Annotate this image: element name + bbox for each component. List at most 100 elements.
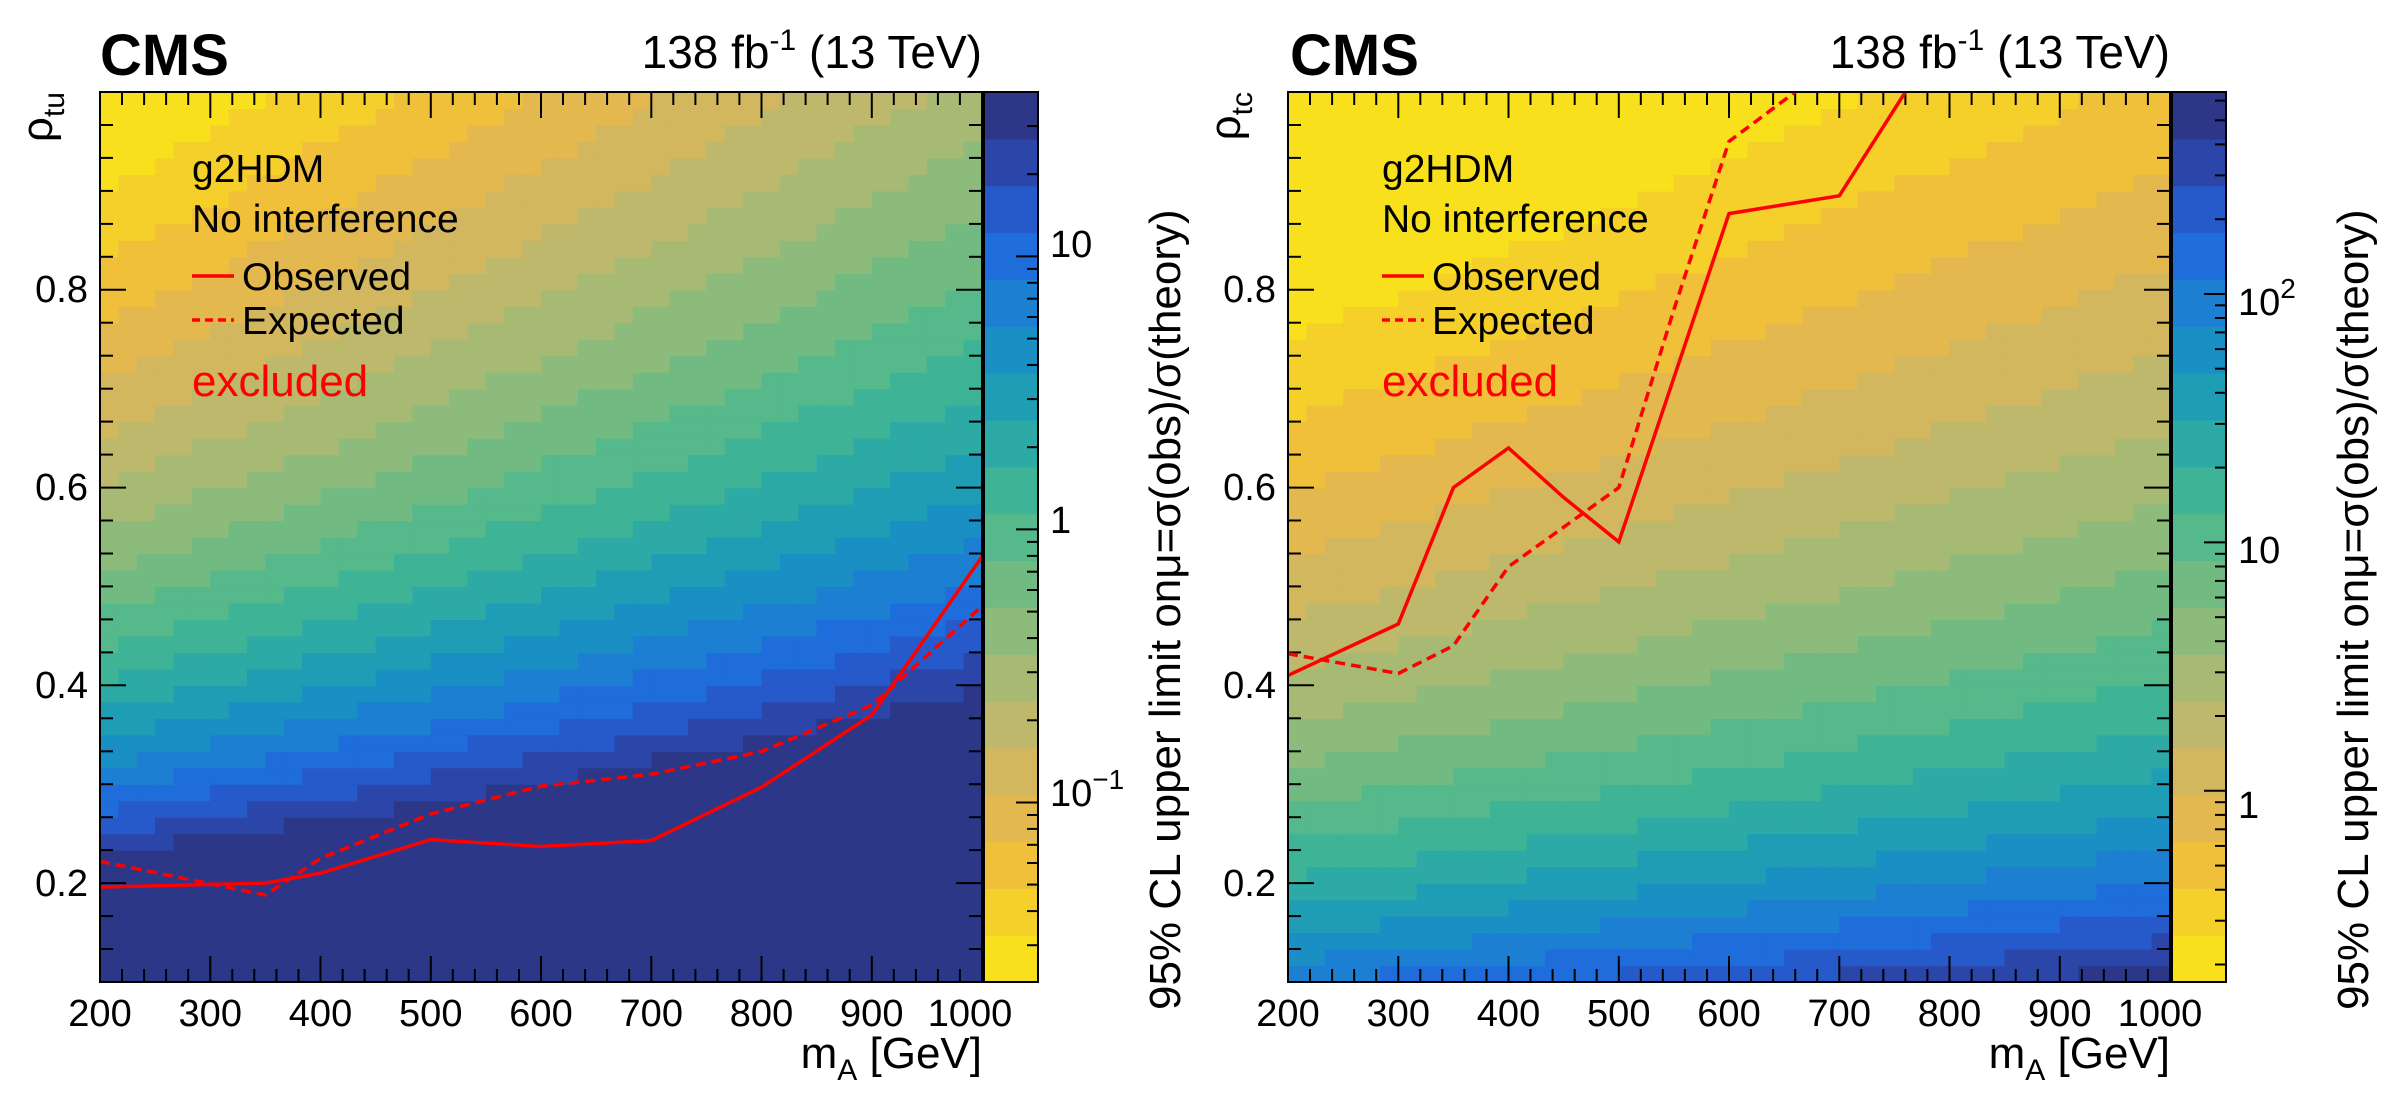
heatmap-cell	[1729, 92, 1748, 110]
heatmap-cell	[945, 421, 965, 439]
heatmap-cell	[1655, 108, 1675, 126]
heatmap-cell	[394, 454, 413, 472]
legend-excluded: excluded	[192, 357, 368, 406]
heatmap-cell	[596, 273, 616, 291]
heatmap-cell	[1949, 339, 1969, 357]
heatmap-cell	[1508, 949, 1528, 967]
heatmap-cell	[1857, 619, 1877, 637]
heatmap-cell	[100, 685, 119, 703]
heatmap-cell	[412, 487, 432, 505]
heatmap-cell	[118, 652, 138, 670]
heatmap-cell	[155, 322, 175, 340]
heatmap-cell	[1453, 916, 1473, 934]
heatmap-cell	[1600, 668, 1620, 686]
heatmap-cell	[1379, 339, 1399, 357]
heatmap-cell	[1967, 438, 1987, 456]
heatmap-cell	[1802, 256, 1822, 274]
heatmap-cell	[798, 421, 818, 439]
heatmap-cell	[1655, 916, 1675, 934]
heatmap-cell	[394, 701, 413, 719]
heatmap-cell	[191, 421, 211, 439]
heatmap-cell	[1802, 240, 1822, 258]
heatmap-cell	[118, 207, 138, 225]
heatmap-cell	[1343, 734, 1363, 752]
heatmap-cell	[926, 141, 946, 159]
heatmap-cell	[1673, 207, 1693, 225]
heatmap-cell	[779, 256, 799, 274]
heatmap-cell	[118, 471, 138, 489]
heatmap-cell	[559, 586, 579, 604]
heatmap-cell	[1508, 718, 1528, 736]
heatmap-cell	[651, 537, 671, 555]
heatmap-cell	[1526, 157, 1546, 176]
heatmap-cell	[1710, 504, 1730, 522]
heatmap-cell	[706, 866, 726, 884]
heatmap-cell	[908, 718, 928, 736]
heatmap-cell	[375, 784, 395, 802]
heatmap-cell	[210, 701, 230, 719]
x-tick-label: 800	[730, 993, 793, 1035]
heatmap-cell	[173, 932, 193, 950]
heatmap-cell	[1545, 586, 1565, 604]
heatmap-cell	[1288, 141, 1307, 159]
heatmap-cell	[908, 949, 928, 967]
heatmap-cell	[669, 190, 689, 208]
heatmap-cell	[541, 553, 560, 571]
heatmap-cell	[743, 652, 763, 670]
heatmap-cell	[2004, 817, 2024, 835]
heatmap-cell	[394, 207, 413, 225]
heatmap-cell	[1820, 322, 1840, 340]
heatmap-cell	[100, 306, 119, 324]
heatmap-cell	[375, 718, 395, 736]
heatmap-cell	[1618, 833, 1638, 851]
heatmap-cell	[779, 190, 799, 208]
heatmap-cell	[908, 372, 928, 390]
heatmap-cell	[265, 141, 285, 159]
heatmap-cell	[1582, 108, 1601, 126]
heatmap-cell	[871, 569, 891, 588]
heatmap-cell	[669, 751, 689, 769]
heatmap-cell	[265, 504, 285, 522]
heatmap-cell	[1857, 289, 1877, 307]
heatmap-cell	[1618, 454, 1638, 472]
heatmap-cell	[1729, 586, 1748, 604]
heatmap-cell	[467, 751, 487, 769]
heatmap-cell	[412, 438, 432, 456]
heatmap-cell	[1490, 388, 1510, 406]
heatmap-cell	[1729, 800, 1748, 818]
heatmap-cell	[871, 685, 891, 703]
heatmap-cell	[669, 372, 689, 390]
heatmap-cell	[1563, 866, 1583, 884]
heatmap-cell	[1949, 602, 1969, 621]
heatmap-cell	[1618, 850, 1638, 868]
heatmap-cell	[853, 124, 873, 143]
heatmap-cell	[1931, 553, 1951, 571]
heatmap-cell	[743, 405, 763, 423]
heatmap-cell	[1526, 916, 1546, 934]
heatmap-cell	[1655, 701, 1675, 719]
heatmap-cell	[155, 190, 175, 208]
heatmap-cell	[1747, 784, 1767, 802]
heatmap-cell	[1471, 372, 1491, 390]
heatmap-cell	[1820, 899, 1840, 917]
heatmap-cell	[1306, 141, 1326, 159]
heatmap-cell	[1876, 949, 1895, 967]
heatmap-cell	[724, 701, 744, 719]
heatmap-cell	[1967, 767, 1987, 785]
heatmap-cell	[302, 784, 322, 802]
heatmap-cell	[265, 965, 285, 983]
heatmap-cell	[1288, 932, 1307, 950]
heatmap-cell	[1343, 471, 1363, 489]
heatmap-cell	[522, 553, 542, 571]
heatmap-cell	[357, 174, 377, 192]
heatmap-cell	[1526, 322, 1546, 340]
heatmap-cell	[1600, 883, 1620, 901]
heatmap-cell	[1563, 619, 1583, 637]
heatmap-cell	[1416, 784, 1436, 802]
heatmap-cell	[908, 619, 928, 637]
heatmap-cell	[577, 92, 597, 110]
heatmap-cell	[1765, 784, 1785, 802]
heatmap-cell	[1618, 421, 1638, 439]
heatmap-cell	[559, 339, 579, 357]
heatmap-cell	[485, 174, 505, 192]
